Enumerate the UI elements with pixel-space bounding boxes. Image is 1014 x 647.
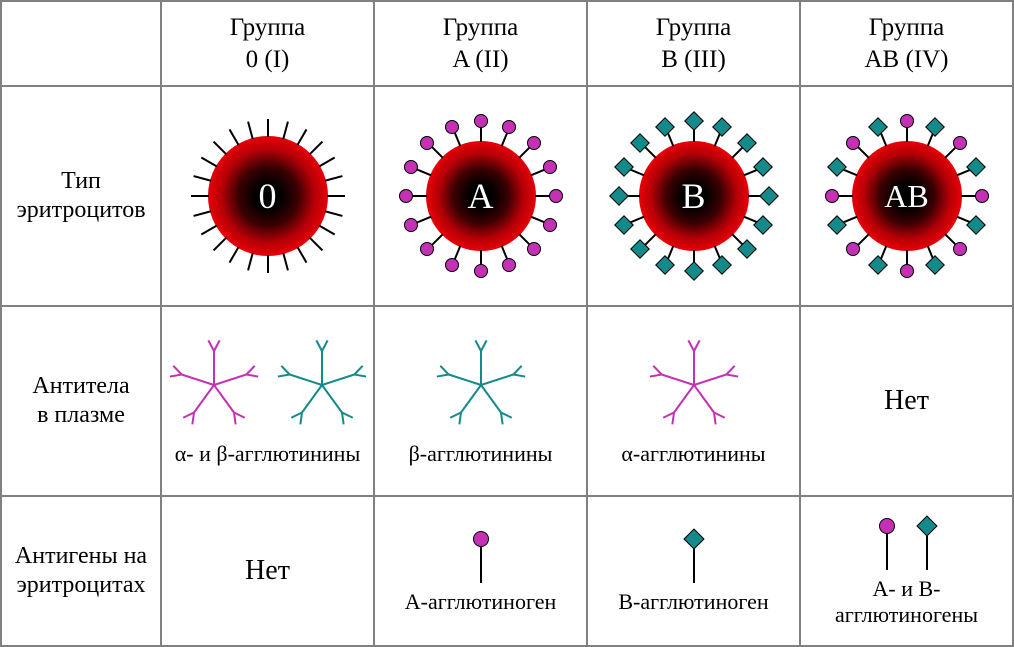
antigen-A-cell: А-агглютиноген — [374, 496, 587, 646]
rbc-letter: AB — [884, 178, 928, 215]
ab-AB-caption: Нет — [805, 385, 1008, 417]
ab-O-graphic — [166, 335, 369, 435]
corner-cell — [1, 1, 161, 86]
antigen-marker-A — [876, 518, 898, 570]
col2-l1: Группа — [656, 14, 731, 41]
erythro-lbl2: эритроцитов — [16, 197, 145, 223]
rbc-AB-graphic: AB — [812, 101, 1002, 291]
rbc-letter: A — [468, 175, 494, 217]
ab-lbl2: в плазме — [37, 402, 125, 428]
ab-A-caption: β-агглютинины — [379, 441, 582, 467]
blood-groups-table: Группа 0 (I) Группа A (II) Группа B (III) Г… — [0, 0, 1014, 647]
erythro-B-cell: B — [587, 86, 800, 306]
col3-l2: AB (IV) — [864, 46, 948, 73]
ag-lbl1: Антигены на — [15, 543, 147, 569]
ab-O-caption: α- и β-агглютинины — [166, 441, 369, 467]
antibody-icon — [436, 335, 526, 435]
erythro-AB-cell: AB — [800, 86, 1013, 306]
rbc-letter: 0 — [259, 175, 277, 217]
antibody-AB-cell: Нет — [800, 306, 1013, 496]
col0-l2: 0 (I) — [246, 46, 290, 73]
antigen-AB-cell: А- и В- агглютиногены — [800, 496, 1013, 646]
antibody-B-cell: α-агглютинины — [587, 306, 800, 496]
col-header-0: Группа 0 (I) — [161, 1, 374, 86]
header-row: Группа 0 (I) Группа A (II) Группа B (III) Г… — [1, 1, 1013, 86]
ag-B-caption: В-агглютиноген — [592, 589, 795, 615]
antigen-B-cell: В-агглютиноген — [587, 496, 800, 646]
rbc-A-graphic: A — [386, 101, 576, 291]
rbc-letter: B — [681, 175, 705, 217]
ag-B-graphic — [592, 527, 795, 583]
antigen-marker-B — [683, 531, 705, 583]
row-antibody-label: Антитела в плазме — [1, 306, 161, 496]
antibody-A-cell: β-агглютинины — [374, 306, 587, 496]
rbc-B-graphic: B — [599, 101, 789, 291]
erythro-A-cell: A — [374, 86, 587, 306]
col0-l1: Группа — [230, 14, 305, 41]
ab-B-caption: α-агглютинины — [592, 441, 795, 467]
ab-lbl1: Антитела — [32, 373, 129, 399]
ag-AB-cap2: агглютиногены — [835, 602, 978, 627]
ag-A-caption: А-агглютиноген — [379, 589, 582, 615]
row-antigen-label: Антигены на эритроцитах — [1, 496, 161, 646]
col-header-3: Группа AB (IV) — [800, 1, 1013, 86]
ag-AB-caption: А- и В- агглютиногены — [805, 576, 1008, 628]
ag-AB-graphic — [805, 514, 1008, 570]
col1-l1: Группа — [443, 14, 518, 41]
ag-O-caption: Нет — [166, 555, 369, 587]
antigen-O-cell: Нет — [161, 496, 374, 646]
row-erythro-label: Тип эритроцитов — [1, 86, 161, 306]
antibody-icon — [169, 335, 259, 435]
col1-l2: A (II) — [452, 46, 508, 73]
antibody-icon — [277, 335, 367, 435]
ag-lbl2: эритроцитах — [16, 572, 145, 598]
ab-B-graphic — [592, 335, 795, 435]
row-erythrocyte: Тип эритроцитов 0 A B AB — [1, 86, 1013, 306]
antibody-icon — [649, 335, 739, 435]
row-antibody: Антитела в плазме α- и β-агглютинины β-аг… — [1, 306, 1013, 496]
col-header-2: Группа B (III) — [587, 1, 800, 86]
antigen-marker-B — [916, 518, 938, 570]
ag-A-graphic — [379, 527, 582, 583]
erythro-lbl1: Тип — [61, 168, 101, 194]
antibody-O-cell: α- и β-агглютинины — [161, 306, 374, 496]
rbc-O-graphic: 0 — [173, 101, 363, 291]
ab-A-graphic — [379, 335, 582, 435]
col-header-1: Группа A (II) — [374, 1, 587, 86]
col3-l1: Группа — [869, 14, 944, 41]
row-antigen: Антигены на эритроцитах Нет А-агглютиноге… — [1, 496, 1013, 646]
erythro-O-cell: 0 — [161, 86, 374, 306]
col2-l2: B (III) — [661, 46, 726, 73]
antigen-marker-A — [470, 531, 492, 583]
ag-AB-cap1: А- и В- — [873, 576, 941, 601]
